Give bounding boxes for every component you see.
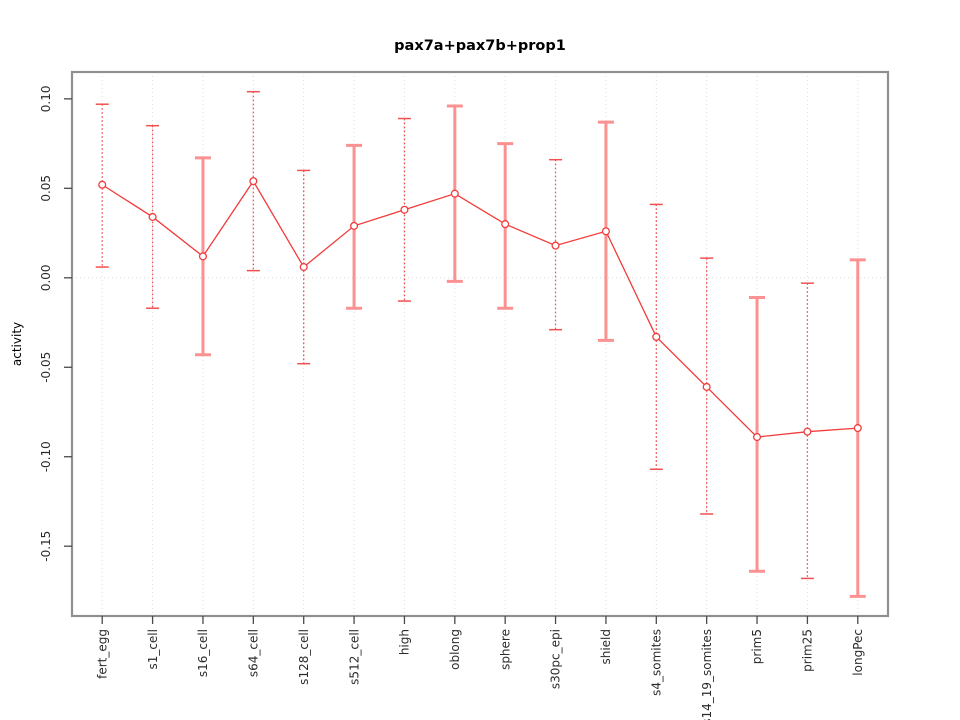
data-point bbox=[148, 212, 157, 221]
y-tick-label: 0.00 bbox=[39, 264, 53, 291]
plot-generated-layer: 0.10 0.05 0.00 -0.05 -0.10 -0.15 fert_egg s1_ce… bbox=[39, 70, 890, 720]
data-point bbox=[853, 424, 862, 433]
plot-frame bbox=[70, 70, 890, 618]
chart-title: pax7a+pax7b+prop1 bbox=[394, 38, 566, 54]
x-tick-label: s16_cell bbox=[196, 629, 210, 677]
data-point bbox=[198, 252, 208, 261]
data-point bbox=[249, 177, 258, 186]
x-tick-label: longPec bbox=[851, 629, 865, 676]
x-tick-label: oblong bbox=[448, 629, 462, 670]
y-tick-label: 0.05 bbox=[39, 175, 53, 202]
x-tick-label: s4_somites bbox=[649, 629, 663, 696]
series-line bbox=[101, 179, 858, 438]
y-tick-label: -0.05 bbox=[39, 352, 53, 383]
data-point bbox=[98, 180, 107, 189]
data-point bbox=[551, 241, 560, 250]
y-tick-label: 0.10 bbox=[39, 85, 53, 112]
x-tick-label: s64_cell bbox=[247, 629, 261, 677]
data-point bbox=[702, 382, 711, 391]
data-point bbox=[652, 332, 661, 341]
data-point bbox=[601, 227, 610, 236]
x-tick-label: s30pc_epi bbox=[549, 629, 563, 689]
y-tick-label: -0.15 bbox=[39, 531, 53, 562]
x-tick-label: fert_egg bbox=[95, 629, 109, 679]
x-tick-label: high bbox=[398, 629, 412, 655]
x-tick-label: prim25 bbox=[801, 629, 815, 672]
data-point bbox=[350, 221, 359, 230]
data-point bbox=[299, 263, 308, 272]
x-tick-label: s14_19_somites bbox=[700, 629, 714, 720]
data-point bbox=[400, 205, 409, 214]
y-tick-label: -0.10 bbox=[39, 441, 53, 472]
data-point bbox=[752, 433, 762, 442]
y-axis-label: activity bbox=[10, 322, 24, 366]
x-tick-label: s512_cell bbox=[347, 629, 361, 685]
data-point bbox=[803, 427, 812, 436]
x-tick-label: shield bbox=[599, 629, 613, 665]
x-tick-label: prim5 bbox=[750, 629, 764, 664]
x-tick-label: s1_cell bbox=[146, 629, 160, 670]
data-point bbox=[501, 220, 510, 229]
x-tick-label: sphere bbox=[498, 629, 512, 670]
x-tick-label: s128_cell bbox=[297, 629, 311, 685]
data-point bbox=[450, 189, 459, 198]
